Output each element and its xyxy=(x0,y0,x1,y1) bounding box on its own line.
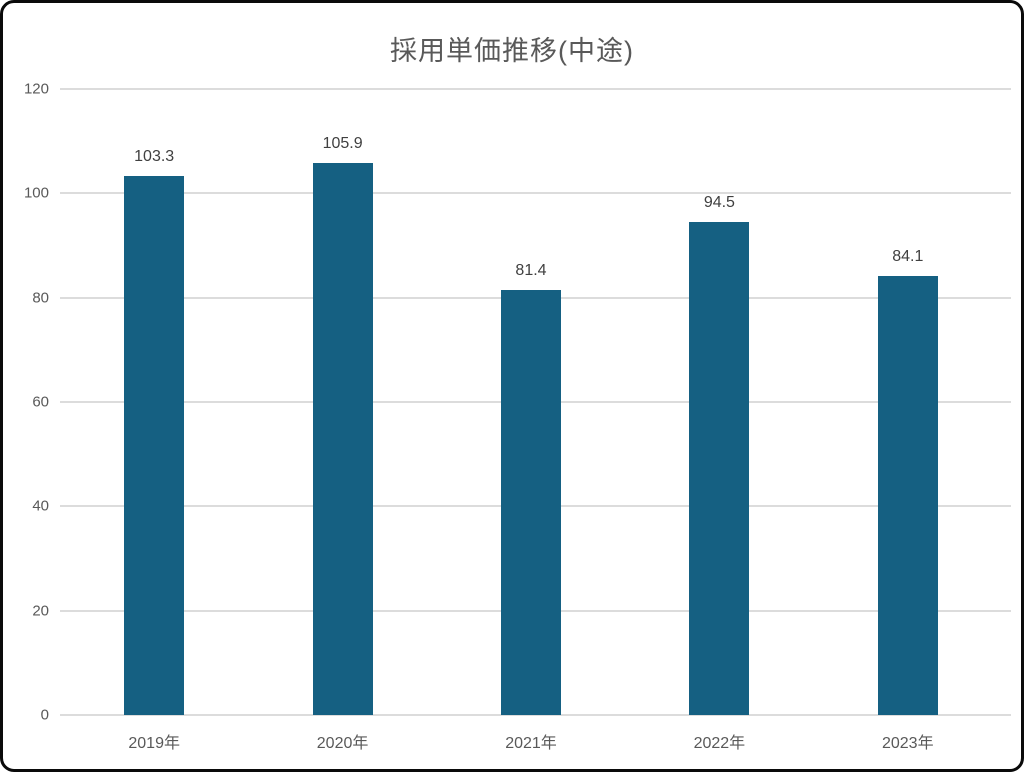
plot-area: 103.3 105.9 81.4 94.5 84.1 xyxy=(60,88,1011,716)
bar-value-label: 103.3 xyxy=(134,148,175,166)
bar-value-label: 81.4 xyxy=(515,262,547,280)
bar-2023年 xyxy=(877,276,938,715)
bar-2019年 xyxy=(124,176,185,715)
y-axis-tick-label: 0 xyxy=(40,706,49,724)
x-axis-tick-label: 2020年 xyxy=(316,735,369,752)
bar-2020年 xyxy=(312,162,373,715)
x-axis-tick-label: 2019年 xyxy=(128,735,180,752)
x-axis-tick-label: 2022年 xyxy=(693,735,746,752)
y-axis-tick-label: 40 xyxy=(32,497,49,515)
bar-value-label: 94.5 xyxy=(703,194,735,212)
bar-2022年 xyxy=(689,222,750,715)
y-axis-tick-label: 80 xyxy=(32,289,49,307)
gridline-y-120 xyxy=(60,88,1011,90)
gridline-y-100 xyxy=(60,192,1011,195)
y-axis-tick-label: 120 xyxy=(23,80,49,98)
y-axis-tick-label: 20 xyxy=(32,602,49,620)
bar-value-label: 84.1 xyxy=(892,248,924,266)
x-axis-tick-label: 2023年 xyxy=(881,735,934,752)
bar-value-label: 105.9 xyxy=(322,134,363,152)
y-axis-tick-label: 60 xyxy=(32,393,49,411)
x-axis-tick-label: 2021年 xyxy=(505,735,557,752)
gridline-y-0 xyxy=(60,714,1011,716)
y-axis-tick-label: 100 xyxy=(23,184,49,202)
bar-2021年 xyxy=(501,290,561,715)
chart-title: 採用単価推移(中途) xyxy=(390,36,634,66)
